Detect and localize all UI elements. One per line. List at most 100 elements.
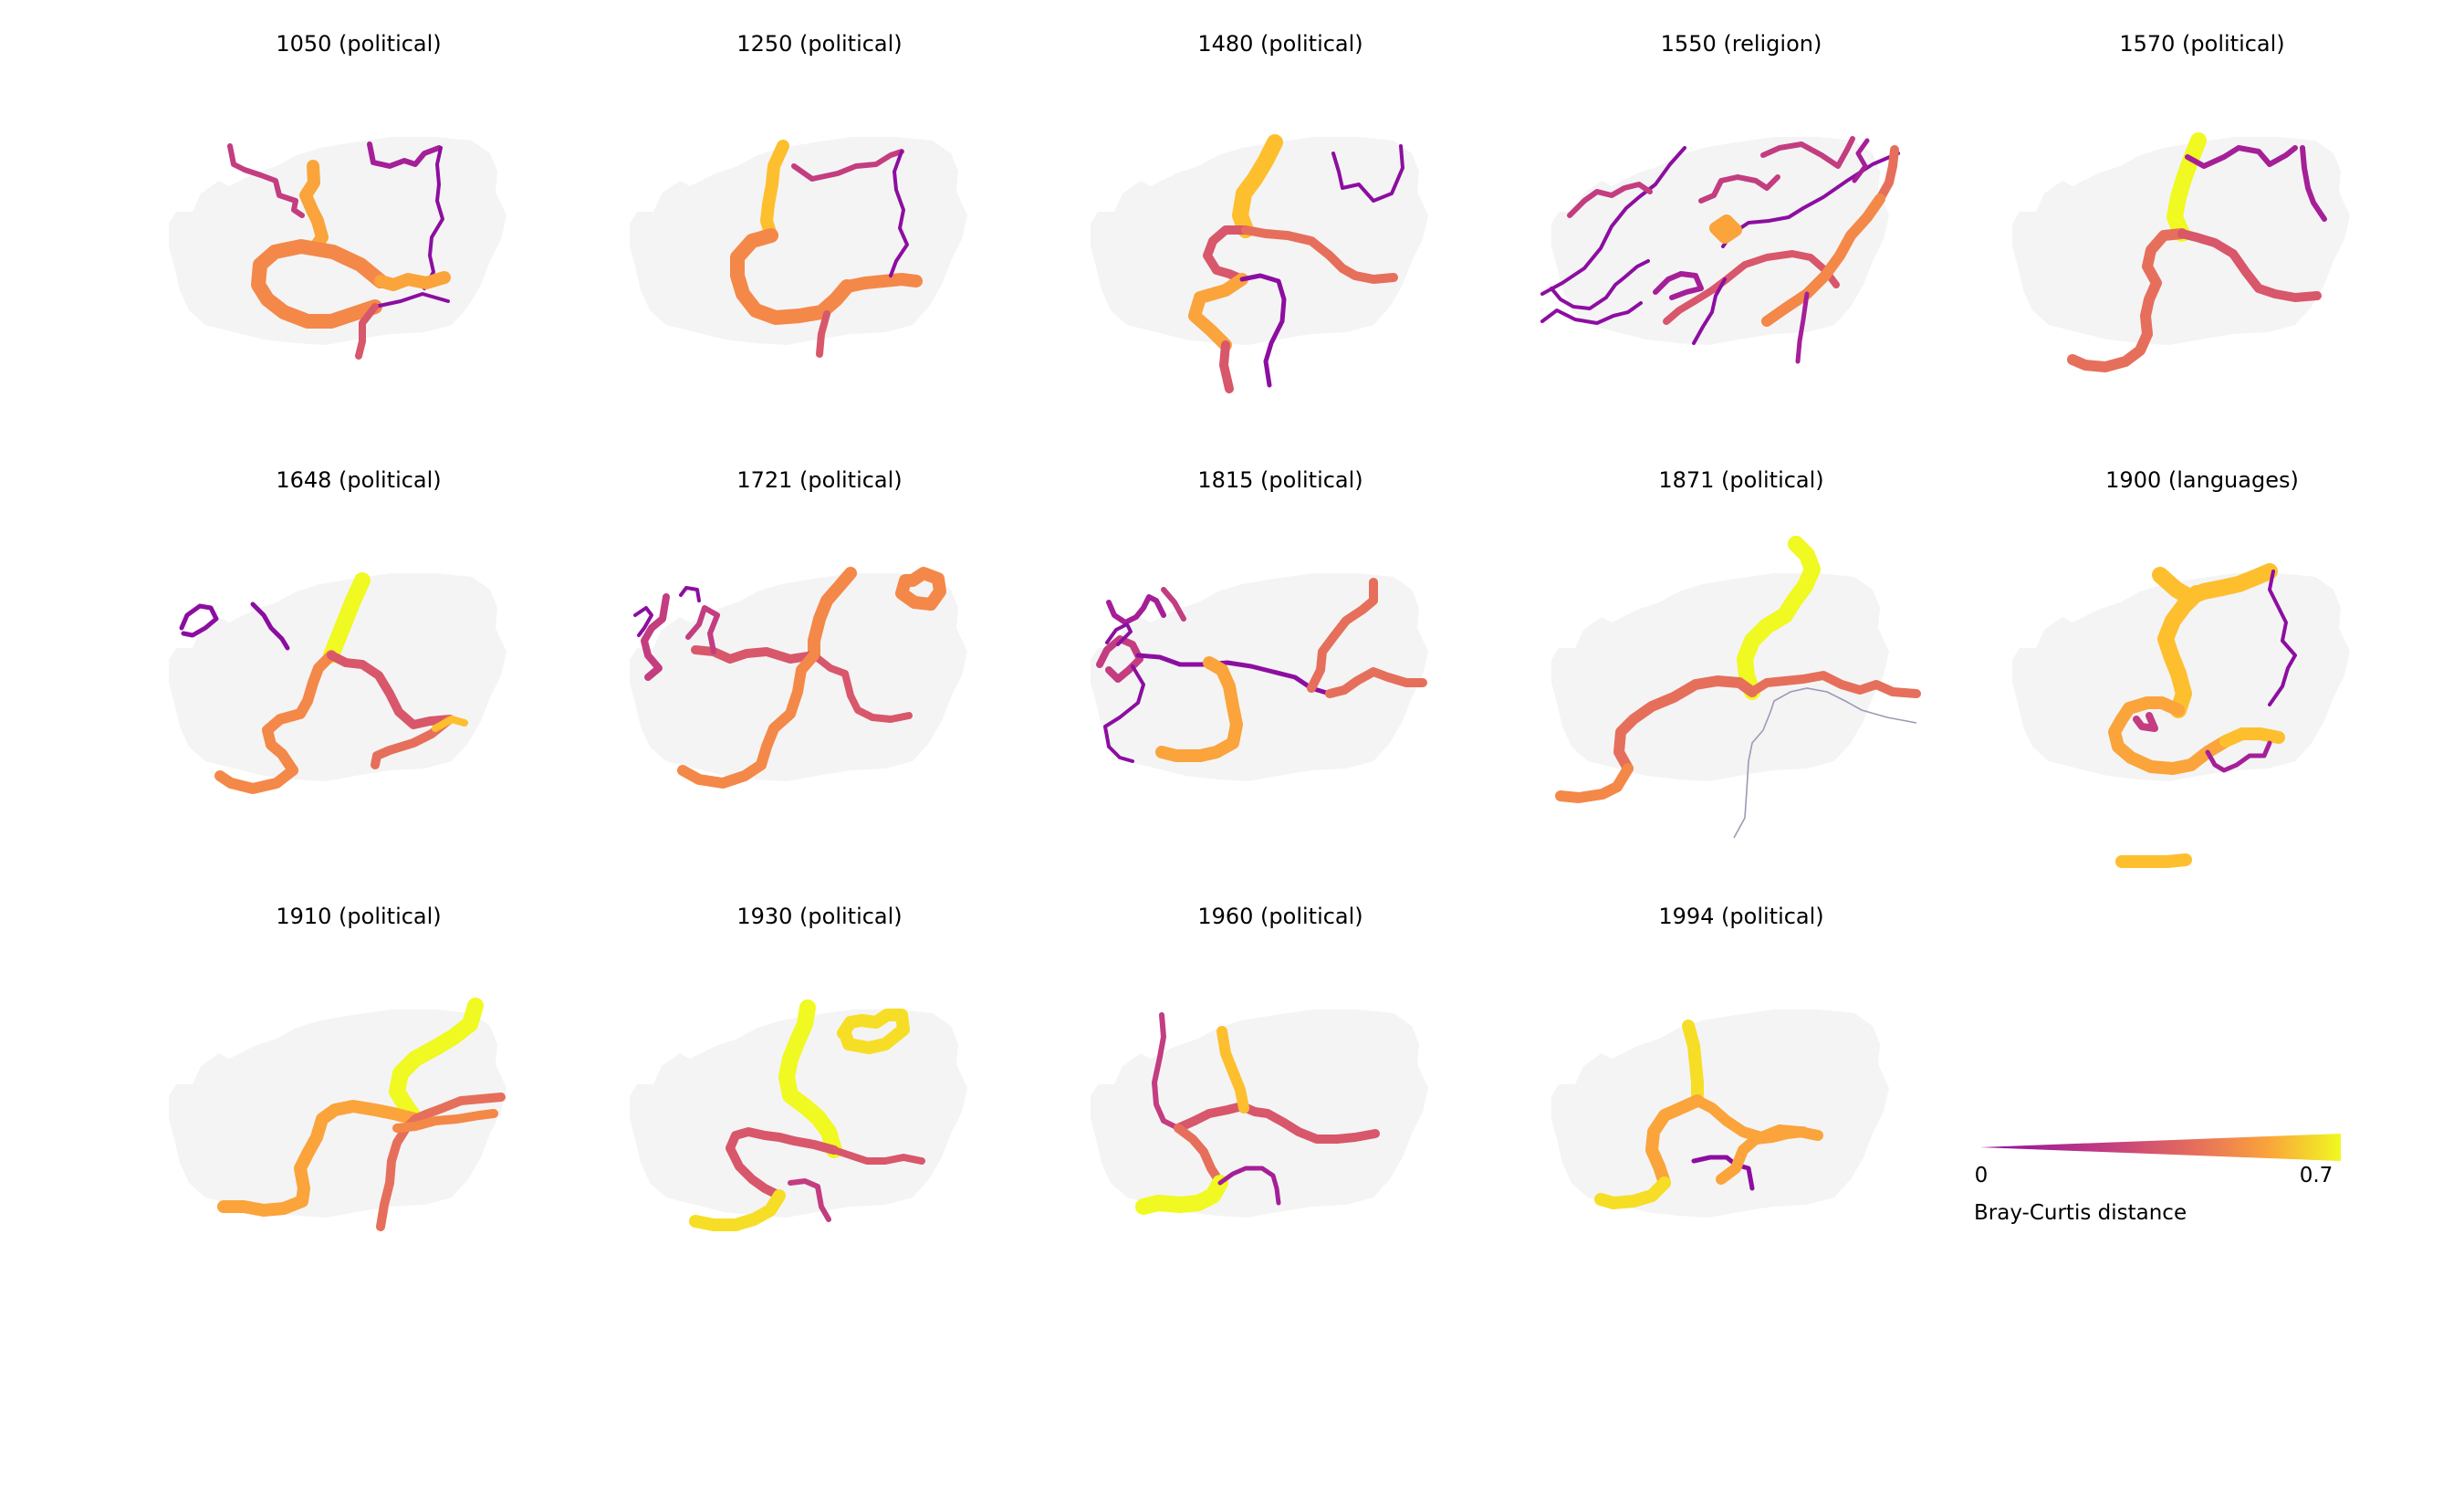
border-line [1103, 664, 1145, 763]
border-line [1698, 174, 1780, 204]
border-line [1540, 146, 1686, 296]
border-line [2300, 145, 2327, 222]
border-line [323, 572, 371, 664]
land-silhouette [169, 573, 506, 781]
map-panel: 1960 (political) [1091, 904, 1428, 1218]
border-line [389, 998, 484, 1127]
map-panel: 1480 (political) [1091, 31, 1428, 393]
border-line [1331, 144, 1404, 203]
border-line [411, 1093, 506, 1124]
river-line [1733, 687, 1917, 839]
border-line [1106, 594, 1166, 625]
panel-title: 1648 (political) [276, 467, 441, 493]
border-line [1594, 1177, 1671, 1209]
land-silhouette [630, 1009, 967, 1218]
border-line [1105, 622, 1133, 646]
border-line [214, 765, 298, 794]
border-line [1135, 653, 1332, 696]
border-line [250, 601, 290, 651]
map-area [2012, 132, 2350, 372]
border-line [392, 1109, 498, 1133]
border-line [2108, 696, 2232, 775]
panel-title: 1721 (political) [736, 467, 902, 493]
border-line [730, 228, 854, 325]
map-panel: 1050 (political) [169, 31, 506, 360]
panel-title: 1050 (political) [276, 31, 441, 57]
panel-title: 1815 (political) [1197, 467, 1363, 493]
border-line [1663, 276, 1730, 325]
border-line [1174, 1102, 1380, 1144]
panel-title: 1250 (political) [736, 31, 902, 57]
border-line [327, 651, 454, 729]
map-panel: 1930 (political) [630, 904, 967, 1231]
panel-title: 1960 (political) [1197, 904, 1363, 929]
border-line [1875, 145, 1899, 204]
border-line [1691, 1155, 1755, 1191]
border-line [1239, 273, 1287, 388]
border-line [816, 310, 830, 358]
border-line [1155, 656, 1243, 762]
border-line [1152, 1012, 1181, 1131]
map-panel: 1910 (political) [169, 904, 506, 1231]
border-line [251, 239, 388, 329]
map-panel: 1250 (political) [630, 31, 967, 358]
colorbar-wedge [1980, 1134, 2341, 1161]
map-area [1551, 1009, 1889, 1218]
border-line [1760, 136, 1855, 169]
border-line [2157, 585, 2205, 718]
panel-title: 1570 (political) [2119, 31, 2284, 57]
border-line [2152, 563, 2278, 605]
border-line [1709, 214, 1742, 244]
border-line [227, 143, 305, 218]
border-line [262, 650, 337, 776]
border-line [679, 586, 701, 602]
border-line [1653, 271, 1704, 300]
border-line [1761, 193, 1885, 327]
border-line [837, 1009, 910, 1054]
border-line [299, 160, 329, 253]
map-panel: 1815 (political) [1091, 467, 1428, 781]
border-line [1737, 536, 1821, 700]
border-line [1241, 225, 1398, 284]
map-panel: 1648 (political) [169, 467, 506, 794]
map-area [1091, 1009, 1428, 1218]
map-area [169, 572, 506, 794]
border-line [179, 603, 219, 638]
border-line [895, 567, 946, 611]
border-line [1096, 635, 1143, 683]
map-panel: 1550 (religion) [1540, 31, 1900, 364]
panel-title: 1480 (political) [1197, 31, 1363, 57]
map-panels: 1050 (political) 1250 (political) 1480 (po… [169, 31, 2350, 1231]
border-line [889, 150, 909, 277]
border-line [1567, 182, 1653, 218]
map-panel: 1994 (political) [1551, 904, 1889, 1218]
border-line [1613, 675, 1758, 774]
border-line [788, 1178, 831, 1222]
map-area [1540, 136, 1900, 364]
border-line [1325, 667, 1427, 698]
border-line [2115, 853, 2192, 868]
border-line [791, 149, 904, 182]
border-line [1135, 1175, 1228, 1215]
map-area [630, 999, 967, 1231]
border-line [217, 1195, 308, 1217]
border-line [355, 303, 379, 360]
map-area [630, 567, 967, 789]
colorbar-title: Bray-Curtis distance [1974, 1201, 2187, 1225]
border-line [1852, 138, 1870, 183]
border-line [1540, 301, 1643, 325]
border-line [373, 292, 450, 309]
border-line [1555, 763, 1634, 803]
border-line [367, 141, 442, 169]
border-line [1682, 1020, 1704, 1107]
border-line [2177, 229, 2322, 302]
colorbar-max-label: 0.7 [2300, 1164, 2333, 1187]
border-line [2205, 740, 2272, 773]
border-line [432, 716, 468, 732]
border-line [677, 759, 767, 789]
border-line [2067, 329, 2153, 372]
border-line [689, 1189, 786, 1231]
border-line [2140, 228, 2187, 340]
panel-title: 1871 (political) [1658, 467, 1823, 493]
